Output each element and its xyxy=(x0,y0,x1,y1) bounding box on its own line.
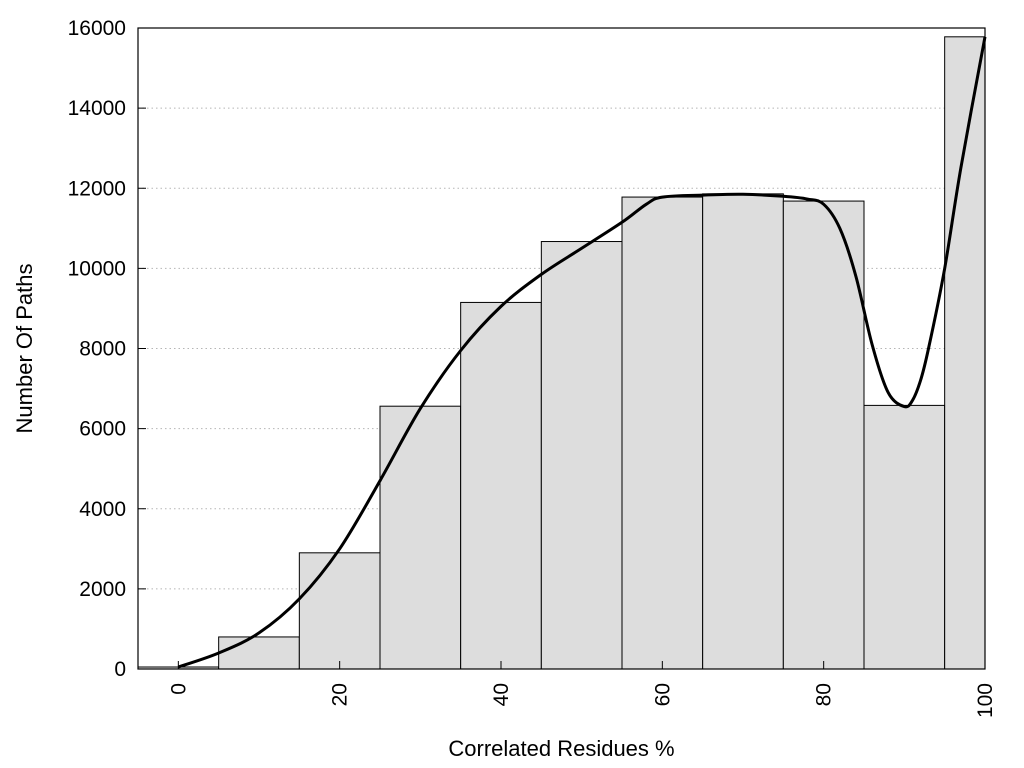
trend-curve-group xyxy=(177,36,987,669)
histogram-bar xyxy=(863,404,946,670)
x-tick-label: 20 xyxy=(329,683,352,706)
y-tick-label: 12000 xyxy=(68,177,126,200)
histogram-bar xyxy=(379,405,462,670)
histogram-bar xyxy=(702,193,784,670)
histogram-bar xyxy=(944,36,986,670)
histogram-bar xyxy=(540,241,623,670)
x-axis-ticks: 0 20 40 60 80 100 xyxy=(167,661,997,718)
x-tick-label: 100 xyxy=(974,683,997,718)
y-tick-label: 2000 xyxy=(79,578,126,601)
x-tick-label: 0 xyxy=(167,683,190,695)
y-axis-ticks: 0 2000 4000 6000 8000 10000 12000 14000 16000 xyxy=(68,17,146,681)
x-axis-label: Correlated Residues % xyxy=(448,736,674,761)
y-tick-label: 0 xyxy=(114,658,126,681)
x-tick-label: 80 xyxy=(813,683,836,706)
bar-series xyxy=(137,36,986,670)
y-tick-label: 16000 xyxy=(68,17,126,40)
histogram-bar xyxy=(460,301,542,670)
y-axis-label: Number Of Paths xyxy=(12,264,37,434)
histogram-bar xyxy=(298,552,381,670)
x-tick-label: 60 xyxy=(651,683,674,706)
trend-curve xyxy=(177,36,987,669)
y-tick-label: 6000 xyxy=(79,418,126,441)
x-tick-label: 40 xyxy=(490,683,513,706)
histogram-bar xyxy=(218,636,300,670)
y-tick-label: 10000 xyxy=(68,257,126,280)
histogram-bar xyxy=(621,196,704,670)
y-tick-label: 14000 xyxy=(68,97,126,120)
y-tick-label: 4000 xyxy=(79,498,126,521)
y-tick-label: 8000 xyxy=(79,338,126,361)
histogram-bar xyxy=(782,200,865,670)
